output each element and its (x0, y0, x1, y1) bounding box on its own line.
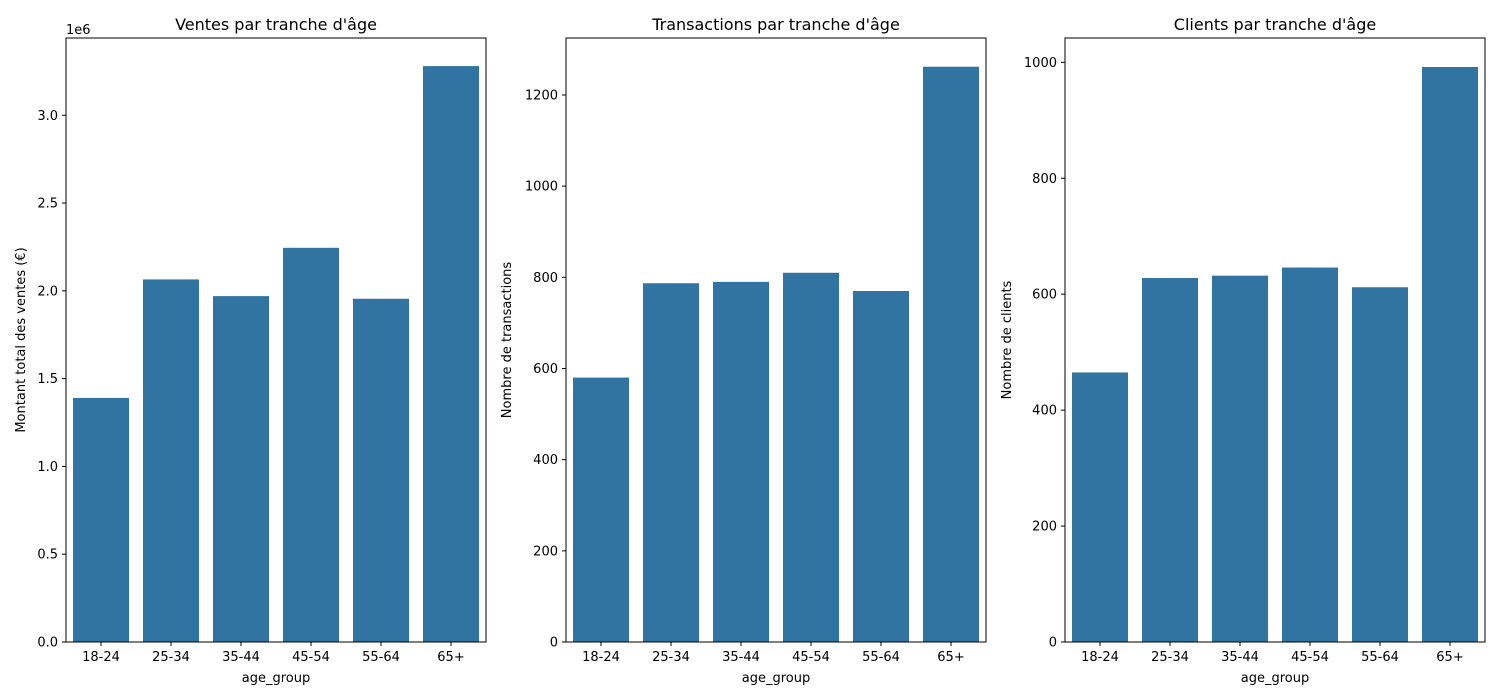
y-tick-label: 400 (533, 453, 558, 468)
bar-18-24 (73, 397, 129, 642)
y-tick-label: 800 (1032, 172, 1057, 187)
bar-45-54 (283, 247, 339, 642)
y-ticks: 0.0 0.5 1.0 1.5 2.0 2.5 3.0 (37, 109, 66, 651)
x-tick-label: 35-44 (722, 650, 760, 665)
y-tick-label: 1000 (525, 180, 558, 195)
x-tick-label: 35-44 (1221, 650, 1259, 665)
plot-frame (1064, 37, 1486, 643)
y-tick-label: 800 (533, 271, 558, 286)
x-tick-label: 65+ (1436, 650, 1463, 665)
y-axis-label: Nombre de clients (1000, 280, 1015, 399)
y-axis-label: Montant total des ventes (€) (14, 247, 29, 432)
x-ticks: 18-24 25-34 35-44 45-54 55-64 65+ (582, 642, 965, 665)
bar-18-24 (1072, 372, 1128, 642)
x-tick-label: 25-34 (1151, 650, 1189, 665)
x-axis-label: age_group (742, 671, 810, 686)
bar-45-54 (783, 272, 839, 642)
plot-frame (565, 37, 987, 643)
x-tick-label: 45-54 (792, 650, 830, 665)
x-ticks: 18-24 25-34 35-44 45-54 55-64 65+ (82, 642, 465, 665)
y-tick-label: 600 (1032, 288, 1057, 303)
bar-18-24 (573, 377, 629, 642)
y-tick-label: 1.0 (37, 460, 58, 475)
x-tick-label: 45-54 (1291, 650, 1329, 665)
x-axis-label: age_group (242, 671, 310, 686)
bar-65+ (923, 66, 979, 642)
y-axis-label: Nombre de transactions (500, 262, 515, 419)
bars (573, 66, 979, 642)
x-tick-label: 45-54 (292, 650, 330, 665)
y-ticks: 0 200 400 600 800 1000 (1024, 56, 1065, 651)
bar-25-34 (1142, 277, 1198, 642)
bar-65+ (1422, 66, 1478, 642)
bars (73, 66, 479, 643)
x-axis-label: age_group (1241, 671, 1309, 686)
y-tick-label: 600 (533, 362, 558, 377)
bar-55-64 (353, 298, 409, 642)
y-ticks: 0 200 400 600 800 1000 1200 (525, 88, 566, 651)
bar-35-44 (213, 296, 269, 642)
bar-55-64 (1352, 287, 1408, 642)
y-offset-text: 1e6 (66, 23, 91, 38)
plot-frame (65, 37, 487, 643)
y-tick-label: 1.5 (37, 372, 58, 387)
y-tick-label: 1000 (1024, 56, 1057, 71)
y-tick-label: 3.0 (37, 109, 58, 124)
x-ticks: 18-24 25-34 35-44 45-54 55-64 65+ (1081, 642, 1464, 665)
panel-transactions: Transactions par tranche d'âge 0 200 400 60… (500, 15, 987, 686)
x-tick-label: 18-24 (1081, 650, 1119, 665)
x-tick-label: 18-24 (82, 650, 120, 665)
panel-clients: Clients par tranche d'âge 0 200 400 600 800 1… (1000, 15, 1486, 686)
y-tick-label: 200 (533, 544, 558, 559)
x-tick-label: 55-64 (1361, 650, 1399, 665)
y-tick-label: 200 (1032, 520, 1057, 535)
panel-sales: Ventes par tranche d'âge 1e6 0.0 0.5 1.0 1.… (14, 15, 487, 686)
bar-25-34 (143, 279, 199, 642)
bar-35-44 (713, 281, 769, 642)
chart-title: Transactions par tranche d'âge (651, 15, 900, 34)
y-tick-label: 1200 (525, 88, 558, 103)
bar-35-44 (1212, 275, 1268, 642)
y-tick-label: 2.5 (37, 197, 58, 212)
y-tick-label: 0 (550, 636, 558, 651)
chart-title: Ventes par tranche d'âge (175, 15, 377, 34)
y-tick-label: 400 (1032, 404, 1057, 419)
bar-55-64 (853, 290, 909, 642)
y-tick-label: 0.5 (37, 548, 58, 563)
x-tick-label: 25-34 (152, 650, 190, 665)
x-tick-label: 65+ (437, 650, 464, 665)
y-tick-label: 2.0 (37, 284, 58, 299)
bars (1072, 66, 1478, 642)
y-tick-label: 0.0 (37, 636, 58, 651)
x-tick-label: 25-34 (652, 650, 690, 665)
x-tick-label: 18-24 (582, 650, 620, 665)
bar-25-34 (643, 283, 699, 642)
x-tick-label: 55-64 (362, 650, 400, 665)
y-tick-label: 0 (1049, 636, 1057, 651)
bar-45-54 (1282, 267, 1338, 642)
x-tick-label: 55-64 (862, 650, 900, 665)
x-tick-label: 65+ (937, 650, 964, 665)
x-tick-label: 35-44 (222, 650, 260, 665)
chart-title: Clients par tranche d'âge (1174, 15, 1376, 34)
bar-65+ (423, 66, 479, 643)
